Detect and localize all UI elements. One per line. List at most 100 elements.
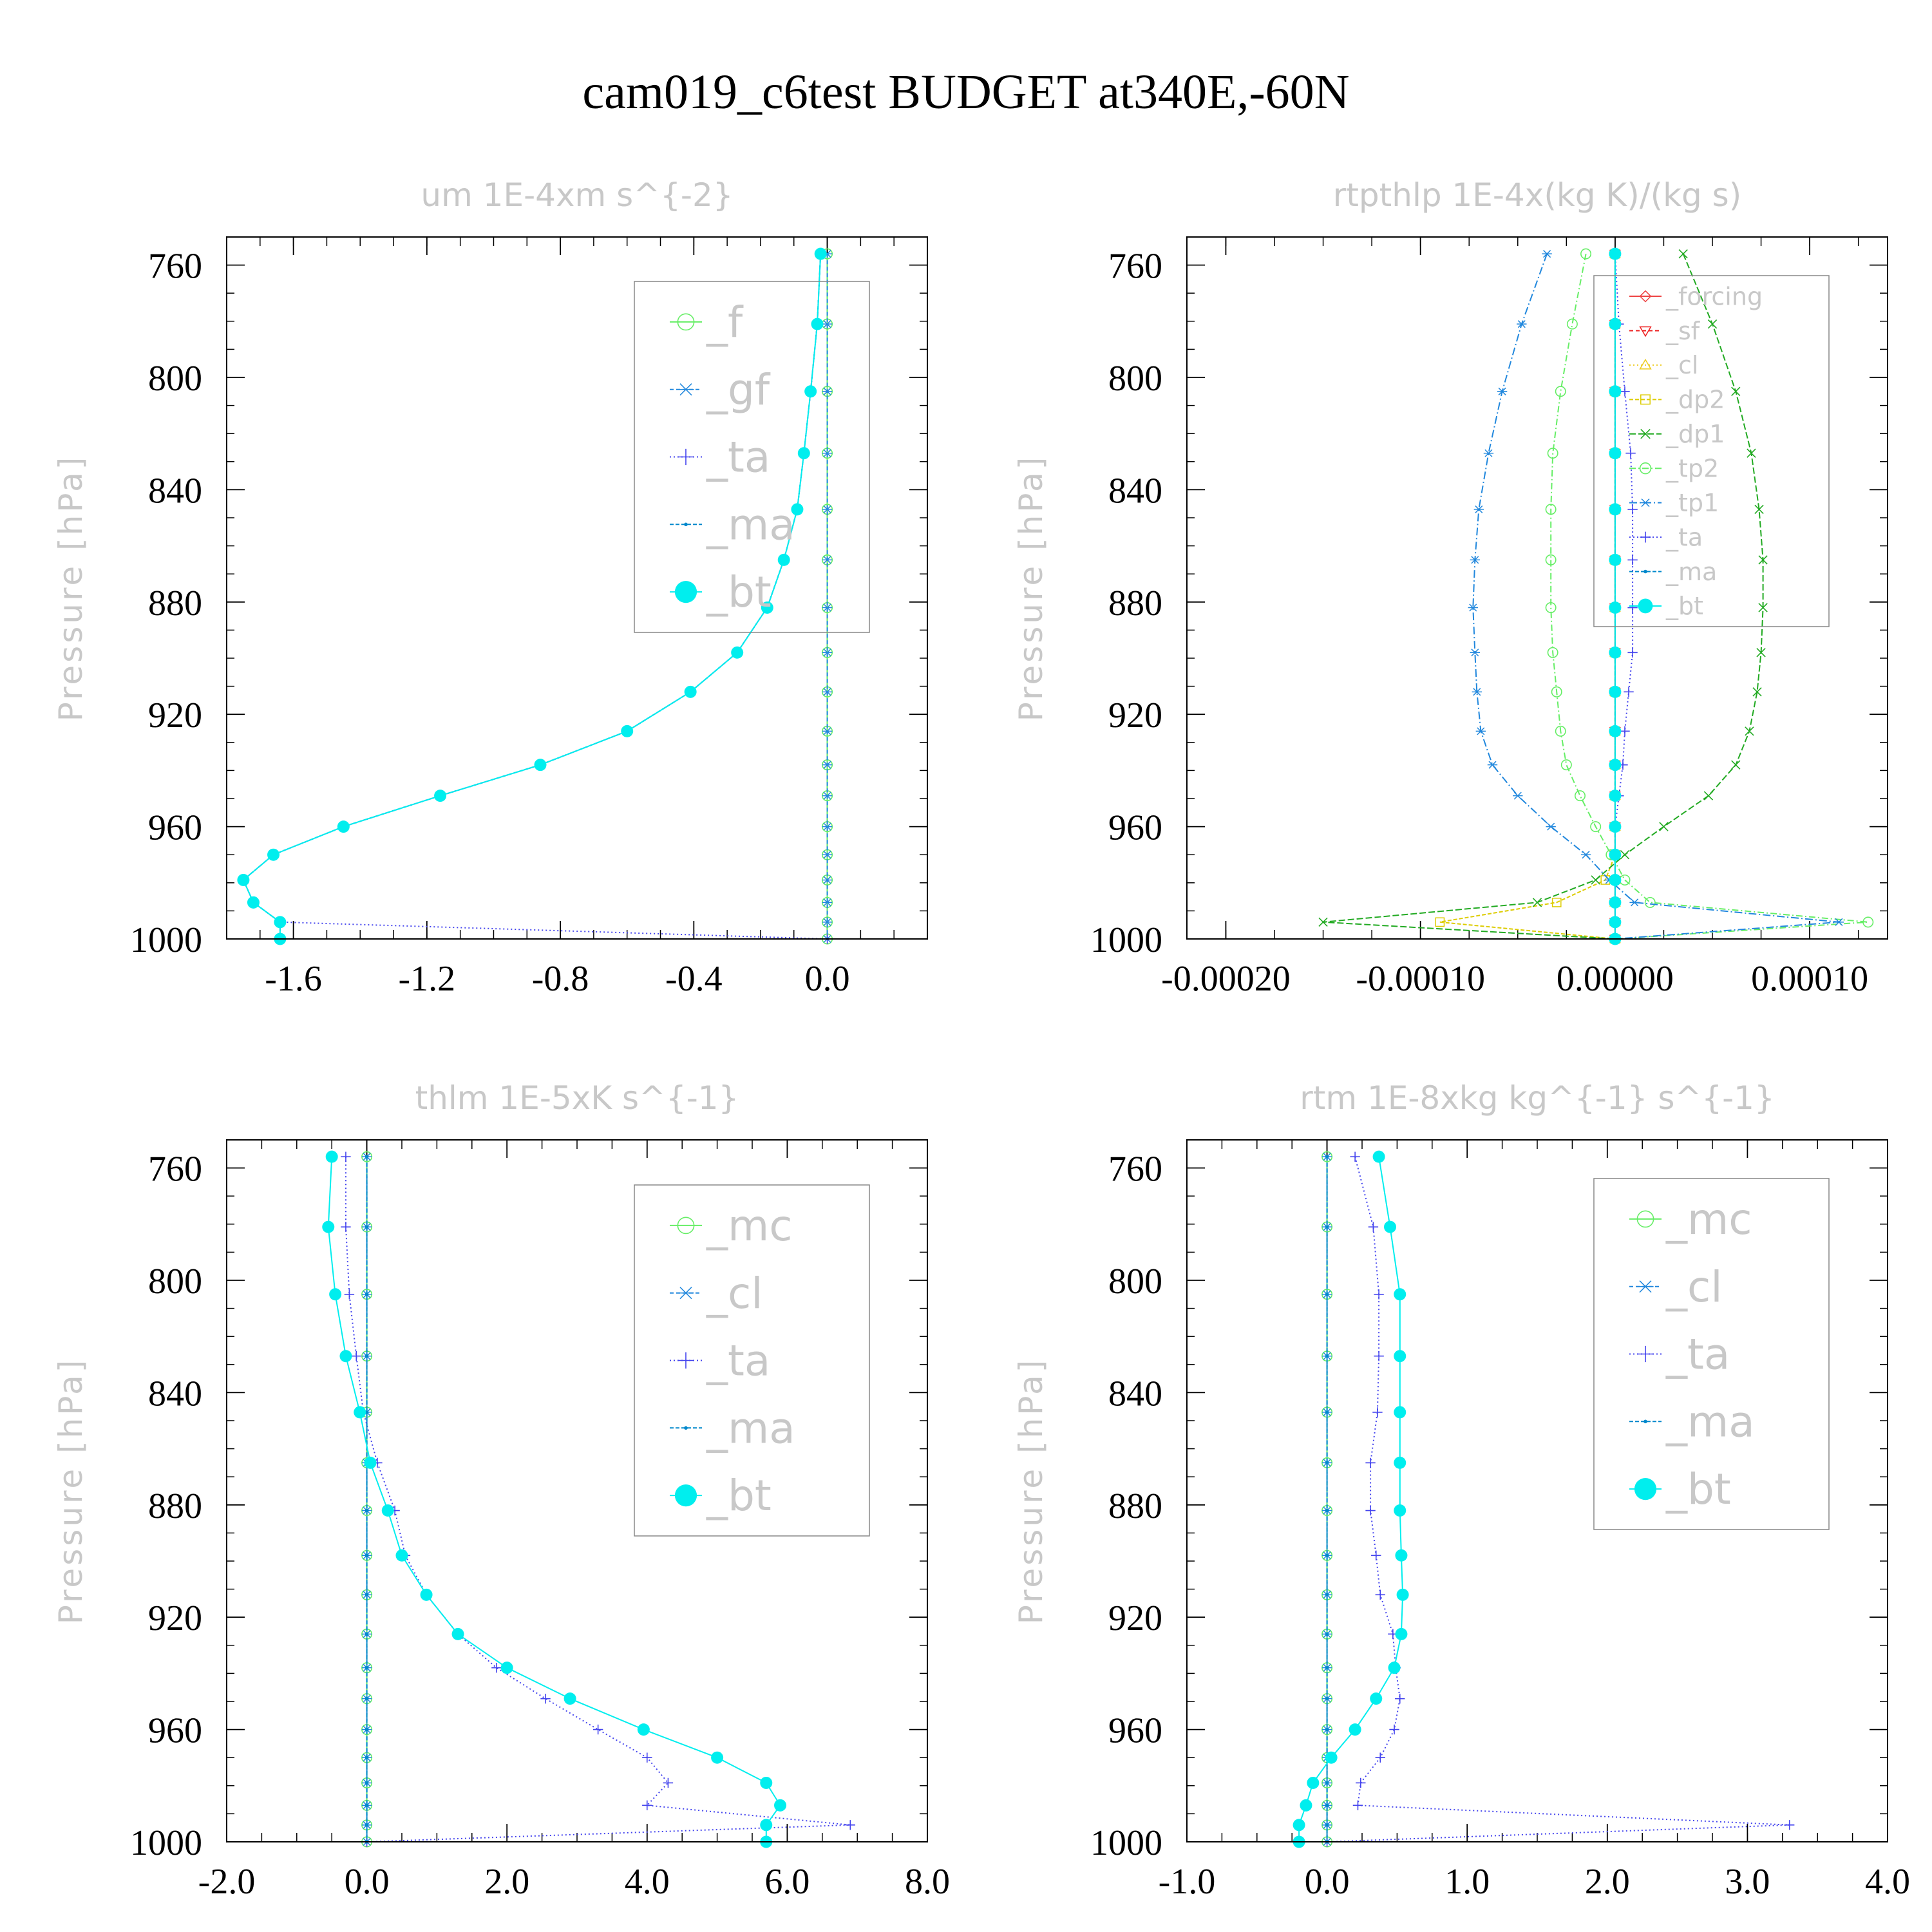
data-point bbox=[1547, 448, 1558, 459]
data-point bbox=[1517, 320, 1527, 328]
data-point bbox=[1609, 601, 1622, 614]
legend-item: _ma bbox=[670, 1403, 795, 1453]
data-point bbox=[1627, 647, 1638, 658]
x-tick-label: 0.0 bbox=[345, 1862, 390, 1902]
series-line bbox=[1298, 1157, 1404, 1842]
legend-label: _bt bbox=[1665, 1464, 1731, 1514]
data-point bbox=[247, 896, 260, 909]
x-tick-label: 0.0 bbox=[805, 959, 850, 999]
data-point bbox=[1580, 248, 1592, 260]
figure-title: cam019_c6test BUDGET at340E,-60N bbox=[582, 65, 1349, 119]
legend-swatch-marker bbox=[677, 383, 694, 396]
legend-label: _bt bbox=[706, 1471, 772, 1520]
data-point bbox=[365, 1696, 369, 1701]
legend: _forcing _sf _cl _dp2 _dp1 _tp2 _tp1 _ta _ma _bt bbox=[1593, 275, 1830, 627]
data-point bbox=[822, 876, 833, 884]
legend-item: _dp1 bbox=[1629, 420, 1725, 448]
data-point bbox=[1545, 602, 1557, 614]
data-point bbox=[1394, 1350, 1406, 1363]
x-tick-label: -2.0 bbox=[198, 1862, 256, 1902]
plot-area bbox=[1318, 247, 1874, 945]
data-point bbox=[491, 1662, 502, 1673]
y-tick-label: 760 bbox=[1108, 247, 1162, 287]
data-point bbox=[822, 688, 833, 696]
data-point bbox=[1731, 386, 1741, 396]
data-point bbox=[1372, 1150, 1385, 1163]
data-point bbox=[1707, 319, 1718, 329]
data-point bbox=[814, 247, 827, 260]
data-point bbox=[420, 1588, 433, 1601]
data-point bbox=[365, 1225, 369, 1229]
data-point bbox=[1356, 1777, 1366, 1788]
data-point bbox=[564, 1692, 576, 1705]
data-point bbox=[365, 1665, 369, 1670]
data-point bbox=[1473, 505, 1484, 513]
data-point bbox=[1435, 917, 1445, 927]
data-point bbox=[329, 1288, 342, 1301]
data-point bbox=[1470, 556, 1480, 564]
data-point bbox=[337, 820, 350, 833]
panel-title: um 1E-4xm s^{-2} bbox=[421, 176, 733, 214]
data-point bbox=[1365, 1505, 1376, 1516]
legend-box bbox=[1593, 1178, 1830, 1530]
data-point bbox=[1487, 761, 1498, 769]
legend-label: _ta bbox=[1665, 523, 1703, 551]
legend-swatch-marker bbox=[1643, 1419, 1647, 1424]
data-point bbox=[1629, 898, 1640, 907]
legend-item: _f bbox=[670, 298, 744, 347]
y-tick-label: 840 bbox=[1108, 1374, 1162, 1414]
data-point bbox=[1325, 1508, 1329, 1513]
panel-title: thlm 1E-5xK s^{-1} bbox=[415, 1079, 739, 1117]
y-tick-label: 840 bbox=[148, 1374, 202, 1414]
data-point bbox=[797, 447, 810, 460]
data-point bbox=[1609, 317, 1622, 330]
data-point bbox=[1394, 1456, 1406, 1469]
x-tick-label: -1.0 bbox=[1159, 1862, 1216, 1902]
legend-item: _mc bbox=[670, 1201, 793, 1251]
data-point bbox=[1731, 760, 1741, 770]
data-point bbox=[1374, 1289, 1384, 1300]
y-axis-label: Pressure [hPa] bbox=[52, 1358, 90, 1625]
chart-panel-4: rtm 1E-8xkg kg^{-1} s^{-1} Pressure [hPa]… bbox=[1012, 1079, 1910, 1902]
y-axis-label: Pressure [hPa] bbox=[52, 455, 90, 722]
data-point bbox=[1395, 1693, 1405, 1704]
data-point bbox=[365, 1756, 369, 1759]
data-point bbox=[822, 556, 833, 564]
data-point bbox=[1590, 821, 1602, 833]
x-tick-label: -0.00020 bbox=[1161, 959, 1291, 999]
data-point bbox=[711, 1751, 724, 1764]
data-point bbox=[1644, 896, 1656, 908]
x-tick-label: 4.0 bbox=[1865, 1862, 1910, 1902]
data-point bbox=[1325, 1155, 1329, 1159]
legend-swatch-marker bbox=[1637, 1345, 1654, 1363]
data-point bbox=[1325, 1354, 1329, 1358]
legend-item: _ta bbox=[1629, 523, 1703, 551]
data-point bbox=[1547, 647, 1558, 658]
legend-label: _ta bbox=[706, 433, 770, 482]
y-tick-label: 1000 bbox=[1090, 920, 1162, 960]
x-tick-label: 0.00010 bbox=[1751, 959, 1868, 999]
data-point bbox=[822, 761, 833, 769]
y-tick-label: 1000 bbox=[1090, 1823, 1162, 1863]
data-point bbox=[351, 1351, 361, 1361]
legend-item: _dp2 bbox=[1629, 386, 1725, 414]
legend-swatch-marker bbox=[684, 522, 688, 527]
y-tick-label: 960 bbox=[1108, 1711, 1162, 1751]
data-point bbox=[1574, 790, 1586, 802]
x-tick-label: 8.0 bbox=[905, 1862, 950, 1902]
y-tick-label: 800 bbox=[148, 1262, 202, 1302]
data-point bbox=[1551, 686, 1562, 697]
panel-title: rtm 1E-8xkg kg^{-1} s^{-1} bbox=[1300, 1079, 1775, 1117]
x-tick-label: 0.0 bbox=[1305, 1862, 1350, 1902]
data-point bbox=[1609, 385, 1622, 398]
legend-label: _cl bbox=[706, 1269, 763, 1318]
y-tick-label: 1000 bbox=[130, 1823, 202, 1863]
series-bt bbox=[1293, 1150, 1409, 1848]
series-dp1 bbox=[1318, 249, 1768, 944]
data-point bbox=[1542, 250, 1552, 258]
data-point bbox=[1472, 688, 1482, 696]
legend: _f _gf _ta _ma _bt bbox=[634, 281, 870, 633]
data-point bbox=[1368, 1222, 1379, 1232]
data-point bbox=[1325, 1410, 1329, 1414]
legend-item: _cl bbox=[670, 1269, 763, 1318]
